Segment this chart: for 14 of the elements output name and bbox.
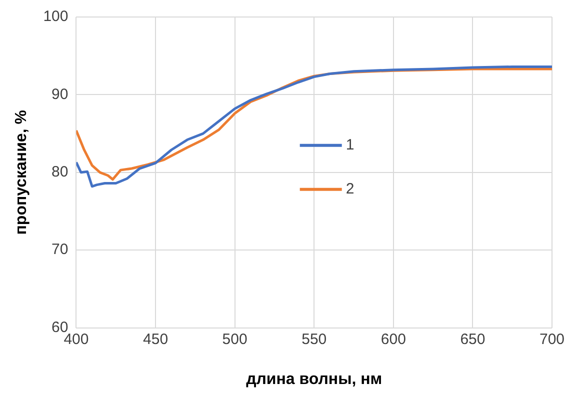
x-axis-title: длина волны, нм [246, 370, 382, 388]
x-tick-label: 600 [380, 330, 406, 348]
y-tick-label: 90 [52, 86, 68, 103]
x-tick-label: 500 [222, 330, 248, 348]
y-axis-title: пропускание, % [13, 110, 30, 235]
legend-label: 1 [346, 136, 354, 154]
y-tick-label: 80 [52, 164, 68, 181]
x-tick-label: 700 [539, 330, 565, 348]
x-tick-label: 650 [460, 330, 486, 348]
legend-label: 2 [346, 180, 354, 198]
y-tick-label: 70 [52, 241, 68, 258]
x-tick-label: 450 [143, 330, 168, 348]
y-tick-label: 100 [43, 8, 68, 26]
x-tick-label: 550 [302, 330, 327, 348]
